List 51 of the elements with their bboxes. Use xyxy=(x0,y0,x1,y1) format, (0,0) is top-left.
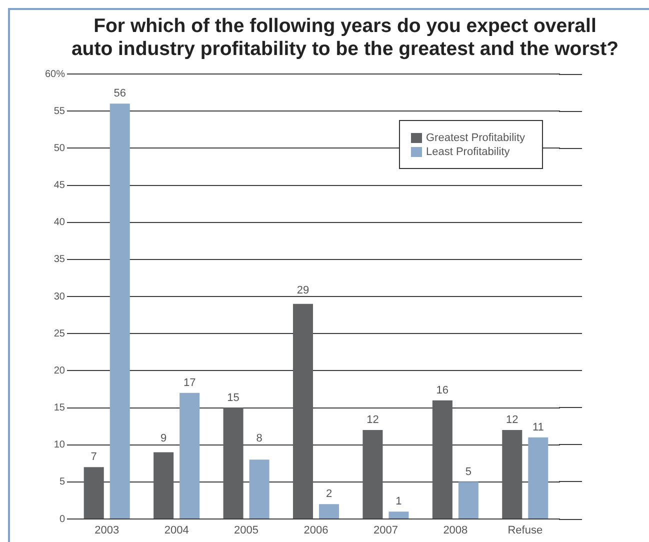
x-tick-label: 2005 xyxy=(234,524,259,537)
bar xyxy=(502,430,522,518)
y-tick-label: 5 xyxy=(59,476,66,488)
data-label: 2 xyxy=(326,488,332,500)
x-tick-label: 2006 xyxy=(304,524,328,537)
y-tick-label: 30 xyxy=(54,291,66,302)
bar xyxy=(432,400,452,518)
x-tick-label: Refuse xyxy=(508,524,543,537)
data-label: 12 xyxy=(506,414,518,426)
bar xyxy=(84,467,104,518)
bar xyxy=(318,504,340,518)
bar xyxy=(154,452,174,518)
data-label: 17 xyxy=(183,376,196,389)
bar xyxy=(458,482,478,518)
data-label: 8 xyxy=(256,432,262,444)
bar xyxy=(223,408,244,518)
x-tick-label: 2003 xyxy=(94,524,120,537)
y-tick-label: 40 xyxy=(54,217,66,228)
legend-label: Greatest Profitability xyxy=(426,132,526,144)
data-label: 7 xyxy=(90,451,97,464)
y-tick-label: 55 xyxy=(54,106,66,117)
data-label: 56 xyxy=(114,88,126,100)
x-tick-label: 2007 xyxy=(373,524,398,537)
y-tick-label: 50 xyxy=(54,142,66,154)
chart-title: For which of the following years do you expect overall auto industry profitability to be the greatest and the worst? xyxy=(70,15,620,61)
y-tick-label: 15 xyxy=(54,402,66,414)
bar xyxy=(292,304,314,518)
data-label: 16 xyxy=(436,384,449,396)
x-tick-label: 2004 xyxy=(164,524,189,537)
y-tick-label: 20 xyxy=(54,365,66,376)
data-label: 11 xyxy=(532,421,544,434)
y-tick-label: 45 xyxy=(54,180,66,191)
data-label: 12 xyxy=(366,414,379,426)
bar xyxy=(180,392,200,518)
bar xyxy=(388,512,409,518)
bar xyxy=(249,460,270,518)
data-label: 5 xyxy=(465,466,472,478)
data-label: 1 xyxy=(396,496,402,508)
bar xyxy=(528,437,548,518)
legend-label: Least Profitability xyxy=(426,146,510,158)
data-label: 15 xyxy=(227,392,240,404)
bar xyxy=(110,104,130,518)
data-label: 9 xyxy=(160,432,167,444)
bar xyxy=(362,430,383,518)
y-tick-label: 0 xyxy=(59,514,66,525)
y-tick-label: 35 xyxy=(54,254,66,266)
y-tick-label: 25 xyxy=(54,328,66,340)
x-tick-label: 2008 xyxy=(443,524,468,537)
y-tick-label: 60% xyxy=(44,68,66,80)
y-tick-label: 10 xyxy=(54,440,66,451)
data-label: 29 xyxy=(296,284,310,296)
